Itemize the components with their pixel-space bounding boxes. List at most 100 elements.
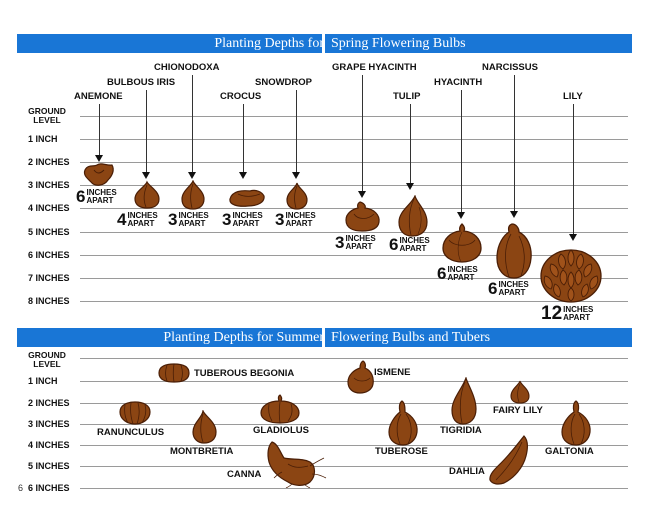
label-grape-hyacinth: GRAPE HYACINTH [332,62,417,73]
pointer-anemone [99,104,100,156]
label-tigridia: TIGRIDIA [440,425,482,436]
label-gladiolus: GLADIOLUS [253,425,309,436]
arrow-tulip [406,183,414,190]
gladiolus-bulb-icon [260,394,300,424]
depth-line-7 [80,278,628,279]
galtonia-bulb-icon [561,400,591,446]
spacing-snowdrop: 3INCHES APART [275,210,316,229]
tigridia-bulb-icon [451,377,477,425]
pointer-crocus [243,104,244,173]
arrow-crocus [239,172,247,179]
label-canna: CANNA [227,469,262,480]
spacing-tulip: 6INCHES APART [389,235,430,254]
label-chionodoxa: CHIONODOXA [154,62,220,73]
depth-line-3 [80,185,628,186]
spacing-narcissus: 6INCHES APART [488,279,529,298]
anemone-bulb-icon [83,163,114,186]
pointer-hyacinth [461,90,462,213]
crocus-bulb-icon [229,189,265,207]
snowdrop-bulb-icon [286,182,308,210]
tuberous-begonia-bulb-icon [158,363,190,383]
depth-label-6: 6 INCHES [28,250,70,260]
arrow-grape-hyacinth [358,191,366,198]
summer-title-left: Planting Depths for Summer [163,330,324,345]
pointer-narcissus [514,75,515,212]
spacing-lily: 12INCHES APART [541,303,594,324]
arrow-bulbous-iris [142,172,150,179]
tulip-bulb-icon [398,195,428,237]
label-ismene: ISMENE [374,367,411,378]
label-ranunculus: RANUNCULUS [97,427,165,438]
summer-depth-line-4 [80,445,628,446]
spring-title-right: Spring Flowering Bulbs [331,36,466,51]
label-narcissus: NARCISSUS [482,62,538,73]
fairy-lily-bulb-icon [510,380,530,404]
arrow-anemone [95,155,103,162]
page-number: 6 [18,483,24,493]
depth-label-1: 1 INCH [28,134,58,144]
montbretia-bulb-icon [192,410,217,444]
spring-ground-level-label: GROUND LEVEL [28,106,66,125]
depth-label-2: 2 INCHES [28,157,70,167]
arrow-snowdrop [292,172,300,179]
summer-depth-label-4: 4 INCHES [28,440,70,450]
summer-title-right: Flowering Bulbs and Tubers [331,330,491,345]
tuberose-bulb-icon [388,400,418,446]
label-tuberose: TUBEROSE [375,446,428,457]
depth-line-5 [80,232,628,233]
label-galtonia: GALTONIA [545,446,594,457]
summer-depth-label-6: 6 INCHES [28,483,70,493]
label-bulbous-iris: BULBOUS IRIS [107,77,176,88]
label-crocus: CROCUS [220,91,262,102]
depth-label-3: 3 INCHES [28,180,70,190]
depth-line-8 [80,301,628,302]
spacing-grape-hyacinth: 3INCHES APART [335,233,376,252]
summer-ground-level-label: GROUND LEVEL [28,350,66,369]
label-montbretia: MONTBRETIA [170,446,234,457]
dahlia-bulb-icon [489,435,528,485]
summer-depth-line-2 [80,403,628,404]
summer-depth-label-5: 5 INCHES [28,461,70,471]
lily-bulb-icon [540,249,602,303]
spacing-hyacinth: 6INCHES APART [437,264,478,283]
label-snowdrop: SNOWDROP [255,77,312,88]
canna-bulb-icon [267,441,327,488]
summer-banner: Planting Depths for Summer Flowering Bul… [17,328,632,347]
hyacinth-bulb-icon [442,223,482,263]
spacing-crocus: 3INCHES APART [222,210,263,229]
narcissus-bulb-icon [496,223,532,279]
depth-line-6 [80,255,628,256]
depth-label-4: 4 INCHES [28,203,70,213]
ranunculus-bulb-icon [119,401,151,425]
spacing-bulbous-iris: 4INCHES APART [117,210,158,229]
label-tuberous-begonia: TUBEROUS BEGONIA [194,368,295,379]
depth-label-8: 8 INCHES [28,296,70,306]
summer-depth-line-3 [80,424,628,425]
label-anemone: ANEMONE [74,91,123,102]
spacing-chionodoxa: 3INCHES APART [168,210,209,229]
label-lily: LILY [563,91,583,102]
depth-line-4 [80,208,628,209]
label-hyacinth: HYACINTH [434,77,483,88]
summer-ground-line [80,358,628,359]
arrow-hyacinth [457,212,465,219]
label-dahlia: DAHLIA [449,466,485,477]
depth-label-7: 7 INCHES [28,273,70,283]
pointer-snowdrop [296,90,297,173]
summer-depth-label-1: 1 INCH [28,376,58,386]
arrow-lily [569,234,577,241]
summer-depth-line-6 [80,488,628,489]
ground-line [80,116,628,117]
spring-banner: Planting Depths for Spring Flowering Bul… [17,34,632,53]
depth-line-1 [80,139,628,140]
chionodoxa-bulb-icon [181,180,205,210]
arrow-narcissus [510,211,518,218]
spring-title-left: Planting Depths for [214,36,324,51]
pointer-chionodoxa [192,75,193,173]
summer-depth-label-2: 2 INCHES [28,398,70,408]
grape-hyacinth-bulb-icon [345,201,380,232]
bulbous-iris-bulb-icon [134,180,160,209]
spacing-anemone: 6INCHES APART [76,187,117,206]
pointer-tulip [410,104,411,184]
depth-line-2 [80,162,628,163]
